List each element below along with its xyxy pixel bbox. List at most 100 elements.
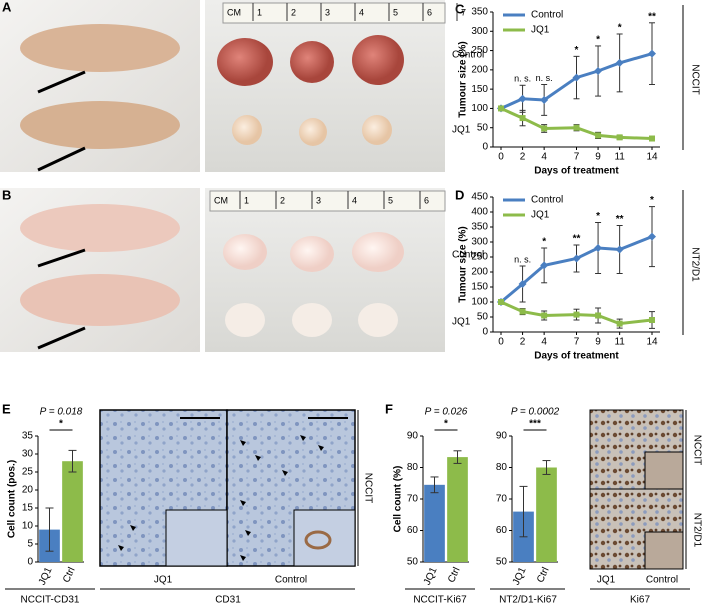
ruler-number: 3 (316, 195, 321, 205)
x-tick-label: JQ1 (37, 565, 55, 587)
y-tick-label: 20 (22, 485, 34, 496)
side-label: NT2/D1 (689, 247, 700, 282)
marker (649, 135, 655, 142)
marker (541, 312, 548, 319)
x-tick-label: JQ1 (422, 565, 440, 587)
marker (594, 244, 603, 252)
marker (595, 312, 602, 319)
ruler-number: 1 (257, 7, 262, 17)
y-tick-label: 0 (482, 142, 488, 153)
significance: *** (529, 419, 541, 430)
photo-tumours (205, 0, 445, 172)
arrow (37, 248, 86, 268)
side-label: NCCIT (691, 435, 702, 466)
panel-letter: F (385, 401, 393, 416)
tumour (358, 303, 398, 337)
y-tick-label: 10 (22, 521, 34, 532)
bar (447, 457, 468, 562)
ruler-unit: CM (227, 7, 241, 17)
x-tick-label: 2 (520, 337, 526, 348)
arrow (37, 146, 86, 172)
significance: n. s. (514, 74, 531, 84)
x-axis-title: Days of treatment (534, 351, 619, 362)
row-label: JQ1 (452, 317, 471, 328)
x-axis-title: NCCIT-Ki67 (413, 595, 467, 606)
mouse (20, 274, 180, 326)
y-tick-label: 50 (407, 557, 419, 568)
marker (649, 317, 655, 323)
arrow (37, 70, 86, 94)
y-tick-label: 100 (471, 103, 488, 114)
tumour (290, 236, 334, 272)
y-tick-label: 60 (496, 525, 508, 536)
y-tick-label: 50 (496, 557, 508, 568)
x-tick-label: 7 (574, 152, 580, 163)
sample-label: Control (646, 575, 678, 586)
caption: Ki67 (630, 595, 650, 606)
ruler-number: 6 (427, 7, 432, 17)
ruler-number: 3 (325, 7, 330, 17)
x-tick-label: 4 (541, 337, 547, 348)
significance: ** (648, 11, 656, 22)
y-tick-label: 150 (471, 282, 488, 293)
panel-letter: A (2, 0, 12, 14)
x-tick-label: Ctrl (446, 566, 463, 585)
marker (615, 58, 624, 67)
row-label: Control (452, 250, 484, 261)
y-tick-label: 60 (407, 525, 419, 536)
tumour (217, 38, 273, 86)
x-tick-label: Ctrl (61, 566, 78, 585)
y-tick-label: 70 (407, 494, 419, 505)
y-tick-label: 200 (471, 267, 488, 278)
tumour (225, 303, 265, 337)
marker (648, 49, 656, 58)
ruler-number: 6 (424, 195, 429, 205)
p-value: P = 0.0002 (511, 407, 560, 418)
y-tick-label: 250 (471, 252, 488, 263)
side-label: NCCIT (689, 64, 700, 95)
marker (498, 105, 504, 112)
legend-label: JQ1 (531, 210, 550, 221)
x-tick-label: 11 (614, 152, 625, 163)
marker (594, 67, 603, 76)
legend-label: Control (531, 195, 563, 206)
significance: ** (573, 234, 581, 245)
inset (644, 531, 684, 570)
y-tick-label: 250 (471, 45, 488, 56)
x-tick-label: 7 (574, 337, 580, 348)
y-tick-label: 300 (471, 237, 488, 248)
y-tick-label: 80 (496, 462, 508, 473)
y-tick-label: 300 (471, 26, 488, 37)
tumour (299, 118, 327, 146)
significance: * (542, 237, 546, 248)
y-tick-label: 25 (22, 467, 34, 478)
bar (536, 467, 557, 562)
x-axis-title: Days of treatment (534, 166, 619, 177)
y-tick-label: 400 (471, 207, 488, 218)
tumour (362, 115, 392, 145)
y-tick-label: 5 (27, 539, 33, 550)
x-tick-label: 14 (646, 152, 658, 163)
marker (519, 115, 526, 122)
significance: n. s. (514, 254, 531, 264)
y-tick-label: 100 (471, 297, 488, 308)
marker (616, 134, 623, 141)
x-tick-label: JQ1 (511, 565, 529, 587)
panel-letter: B (2, 187, 11, 202)
x-tick-label: 0 (498, 152, 504, 163)
p-value: P = 0.026 (425, 407, 468, 418)
y-axis-title: Tumour size (%) (458, 41, 469, 117)
x-tick-label: 2 (520, 152, 526, 163)
marker (616, 320, 623, 327)
ruler-number: 4 (352, 195, 357, 205)
y-tick-label: 200 (471, 64, 488, 75)
marker (572, 73, 581, 82)
y-tick-label: 350 (471, 222, 488, 233)
y-tick-label: 70 (496, 494, 508, 505)
marker (572, 254, 581, 263)
tumour (352, 232, 404, 272)
sample-label: JQ1 (597, 575, 616, 586)
y-axis-title: Cell count (pos.) (7, 460, 18, 538)
mouse (20, 101, 180, 149)
